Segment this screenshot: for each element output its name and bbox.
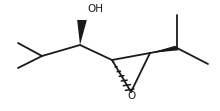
Text: O: O bbox=[127, 91, 135, 101]
Polygon shape bbox=[150, 46, 179, 53]
Text: OH: OH bbox=[87, 4, 103, 14]
Polygon shape bbox=[77, 20, 87, 45]
